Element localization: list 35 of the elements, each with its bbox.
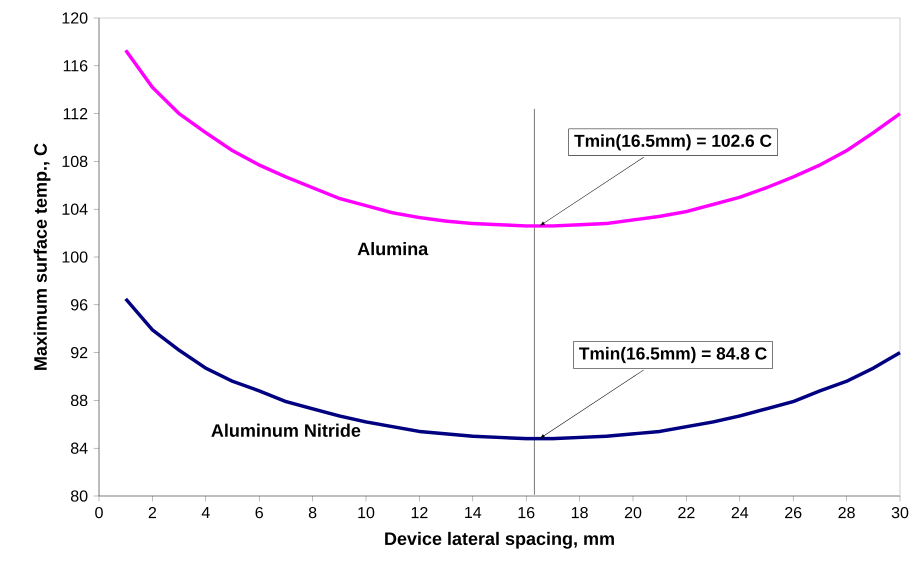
y-tick-label: 92 — [71, 346, 88, 358]
y-tick-label: 104 — [62, 204, 88, 215]
y-tick-label: 96 — [71, 299, 88, 310]
x-tick-label: 22 — [678, 506, 694, 518]
y-tick-label: 112 — [64, 108, 88, 120]
x-tick-label: 12 — [412, 506, 428, 518]
x-axis-title: Device lateral spacing, mm — [385, 532, 614, 549]
y-tick-label: 80 — [70, 490, 88, 502]
x-tick-label: 4 — [202, 506, 210, 518]
y-axis-title: Maximum surface temp., C — [34, 143, 50, 370]
line-series — [124, 297, 902, 440]
x-tick-label: 20 — [624, 506, 642, 518]
y-tick-label: 84 — [70, 442, 88, 454]
y-tick-label: 120 — [62, 12, 88, 24]
y-tick-label: 100 — [62, 251, 88, 263]
series-label: Aluminum Nitride — [211, 424, 360, 437]
x-tick-label: 26 — [785, 506, 802, 518]
line-series — [124, 48, 902, 228]
y-tick-label: 88 — [70, 394, 88, 406]
x-tick-label: 6 — [256, 506, 263, 518]
x-tick-label: 0 — [95, 506, 103, 518]
y-tick-label: 108 — [62, 156, 88, 168]
x-tick-label: 8 — [308, 506, 316, 518]
x-tick-label: 2 — [148, 506, 156, 518]
annotation: Tmin(16.5mm) = 102.6 C — [574, 134, 772, 150]
x-tick-label: 18 — [572, 506, 588, 518]
x-tick-label: 24 — [732, 506, 748, 518]
y-tick-label: 116 — [64, 60, 88, 72]
series-label: Alumina — [358, 242, 428, 256]
x-tick-label: 16 — [518, 506, 534, 518]
x-tick-label: 28 — [838, 506, 855, 518]
x-tick-label: 14 — [465, 506, 482, 518]
annotation: Tmin(16.5mm) = 84.8 C — [579, 346, 767, 364]
x-tick-label: 10 — [358, 506, 374, 518]
x-tick-label: 30 — [892, 506, 908, 518]
